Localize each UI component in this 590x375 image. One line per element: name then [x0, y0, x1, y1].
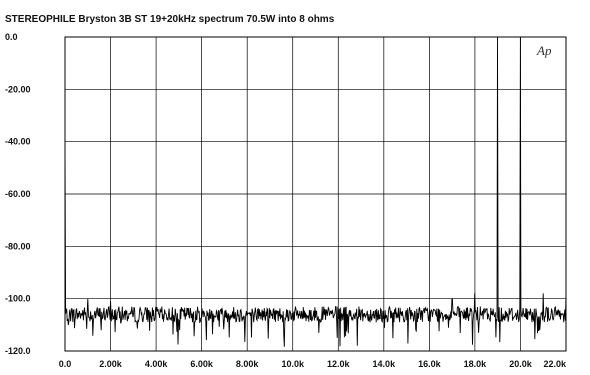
y-tick-label: -40.00 — [5, 137, 31, 147]
x-tick-label: 8.00k — [236, 359, 260, 369]
y-axis-ticks: 0.0 -20.00 -40.00 -60.00 -80.00 -100.0 -120.0 — [5, 32, 31, 356]
plot-grid — [64, 36, 567, 352]
y-tick-label: -20.00 — [5, 84, 31, 94]
y-tick-label: -120.0 — [5, 346, 31, 356]
x-axis-ticks: 0.0 2.00k 4.00k 6.00k 8.00k 10.0k 12.0k 14.0k 16… — [59, 359, 567, 369]
x-tick-label: 2.00k — [99, 359, 123, 369]
x-tick-label: 12.0k — [327, 359, 351, 369]
x-tick-label: 4.00k — [145, 359, 169, 369]
x-tick-label: 14.0k — [373, 359, 397, 369]
x-tick-label: 16.0k — [418, 359, 442, 369]
x-tick-label: 20.0k — [509, 359, 533, 369]
y-tick-label: -100.0 — [5, 294, 31, 304]
spectrum-trace — [64, 36, 567, 347]
x-tick-label: 10.0k — [281, 359, 305, 369]
x-tick-label: 22.0k — [543, 359, 567, 369]
x-tick-label: 6.00k — [190, 359, 214, 369]
x-tick-label: 18.0k — [464, 359, 488, 369]
y-tick-label: 0.0 — [5, 32, 18, 42]
ap-logo: Ap — [536, 43, 552, 58]
x-tick-label: 0.0 — [59, 359, 72, 369]
y-tick-label: -60.00 — [5, 189, 31, 199]
y-tick-label: -80.00 — [5, 241, 31, 251]
chart-title: STEREOPHILE Bryston 3B ST 19+20kHz spect… — [5, 14, 335, 25]
